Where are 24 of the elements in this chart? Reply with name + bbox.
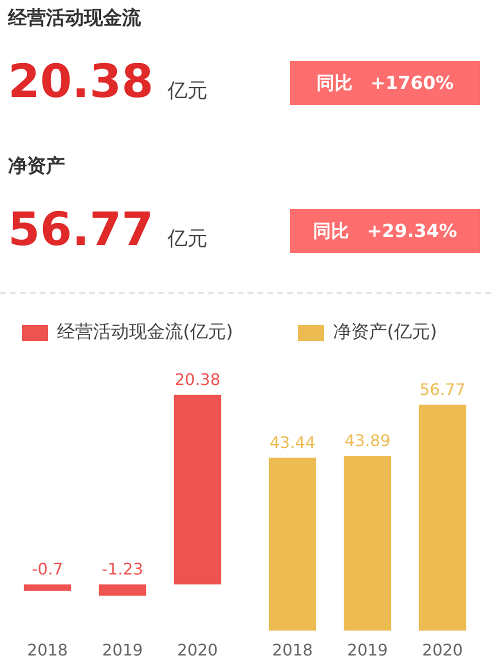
text: 亿元: [168, 78, 208, 102]
legend-label: 净资产(亿元): [332, 322, 438, 343]
text: 同比: [312, 220, 349, 243]
text: 净资产: [8, 154, 65, 179]
legend-label: 经营活动现金流(亿元): [57, 322, 234, 343]
data-label: 20.38: [174, 370, 220, 390]
data-label: -1.23: [102, 559, 144, 578]
x-tick-label: 2018: [27, 640, 68, 660]
text: 同比: [316, 72, 352, 95]
text: 56.77: [8, 202, 154, 256]
data-label: 56.77: [420, 380, 466, 399]
text: +29.34%: [366, 220, 458, 242]
text: 经营活动现金流: [8, 6, 141, 31]
x-tick-label: 2019: [347, 640, 388, 660]
data-label: 43.89: [344, 431, 390, 450]
data-label: 43.44: [270, 432, 316, 452]
x-tick-label: 2020: [422, 640, 463, 660]
text: 亿元: [168, 226, 208, 250]
text: 20.38: [8, 54, 154, 108]
text: +1760%: [370, 72, 454, 94]
x-tick-label: 2018: [272, 640, 313, 660]
x-tick-label: 2020: [177, 640, 218, 660]
data-label: -0.7: [32, 559, 64, 578]
x-tick-label: 2019: [102, 640, 143, 660]
